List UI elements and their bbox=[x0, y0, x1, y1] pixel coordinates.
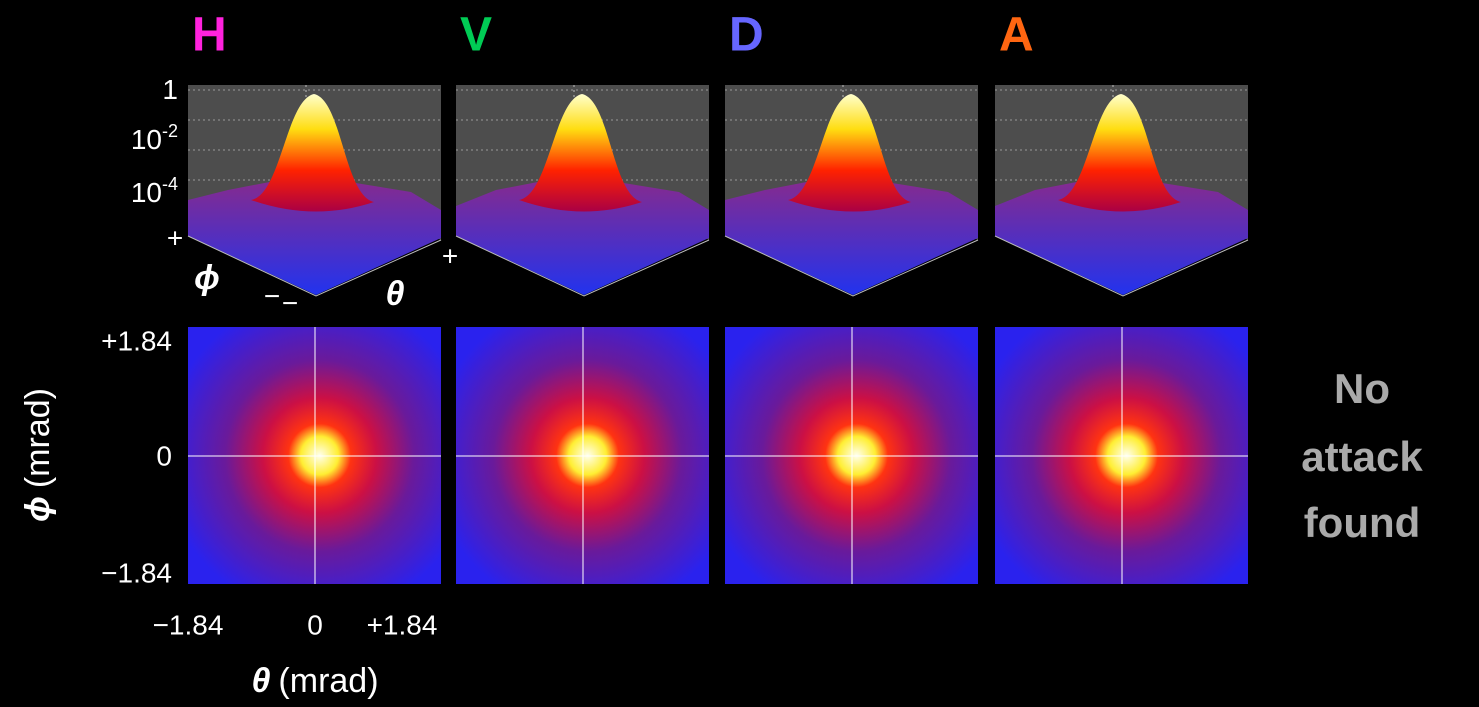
panel-label: A bbox=[999, 9, 1034, 62]
x-axis-label: θ(mrad) bbox=[251, 662, 378, 700]
y-axis-label: ϕ(mrad) bbox=[19, 388, 57, 522]
phi-label: ϕ bbox=[194, 259, 220, 297]
x-tick-label: −1.84 bbox=[153, 609, 224, 640]
panel: D bbox=[725, 9, 978, 584]
panel: V bbox=[456, 9, 709, 584]
panel: A bbox=[995, 9, 1248, 584]
z-tick-label: 1 bbox=[162, 74, 178, 105]
note-line: found bbox=[1304, 499, 1421, 546]
x-tick-label: 0 bbox=[307, 609, 323, 640]
y-tick-label: −1.84 bbox=[101, 557, 172, 588]
y-tick-label: 0 bbox=[156, 440, 172, 471]
z-tick-label: 10-4 bbox=[131, 174, 178, 209]
panel-label: D bbox=[729, 9, 764, 62]
plus-label: + bbox=[442, 240, 458, 271]
minus-label: − bbox=[264, 280, 280, 311]
theta-label: θ bbox=[386, 275, 405, 313]
minus-label: − bbox=[282, 287, 298, 318]
panel-label: V bbox=[460, 9, 492, 62]
plus-label: + bbox=[167, 222, 183, 253]
y-tick-label: +1.84 bbox=[101, 325, 172, 356]
note-line: No bbox=[1334, 365, 1390, 412]
figure: 1 10-2 10-4 + + − − ϕ θ +1.84 0 −1.84 −1… bbox=[0, 0, 1479, 707]
note-line: attack bbox=[1301, 433, 1423, 480]
panel-label: H bbox=[192, 9, 227, 62]
z-tick-label: 10-2 bbox=[131, 121, 178, 156]
x-tick-label: +1.84 bbox=[367, 609, 438, 640]
note: No attack found bbox=[1301, 365, 1423, 546]
